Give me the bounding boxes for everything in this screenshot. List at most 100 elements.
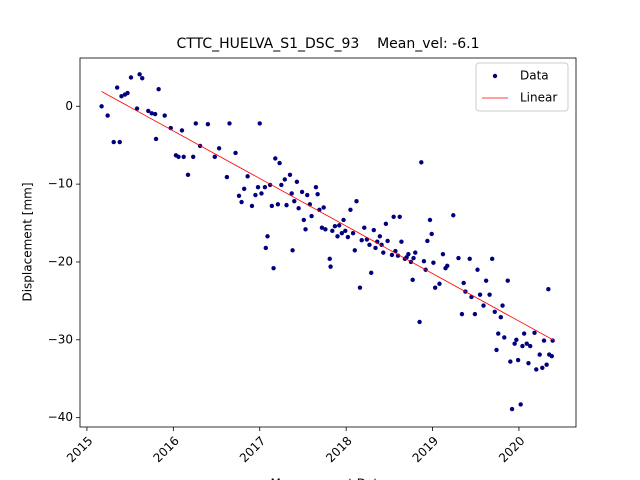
- data-point: [397, 214, 402, 220]
- data-point: [227, 121, 232, 126]
- data-point: [544, 362, 549, 367]
- data-point: [335, 234, 340, 239]
- data-point: [330, 228, 335, 234]
- data-point: [373, 245, 378, 251]
- data-point: [440, 251, 446, 257]
- data-point: [328, 264, 333, 269]
- data-point: [332, 223, 338, 229]
- y-tick-label: −20: [48, 254, 73, 268]
- data-point: [514, 337, 519, 343]
- data-point: [301, 217, 307, 223]
- data-point: [146, 108, 151, 114]
- data-point: [111, 139, 116, 145]
- data-point: [105, 113, 110, 118]
- data-point: [445, 263, 450, 269]
- data-point: [125, 90, 130, 96]
- data-point: [419, 160, 424, 165]
- data-point: [140, 76, 145, 81]
- data-point: [528, 343, 533, 349]
- data-point: [518, 402, 523, 407]
- data-point: [354, 199, 359, 204]
- data-point: [255, 185, 261, 190]
- data-point: [515, 357, 521, 363]
- data-point: [391, 214, 396, 220]
- data-point: [305, 192, 310, 198]
- data-point: [216, 146, 222, 151]
- data-point: [459, 311, 465, 317]
- data-point: [339, 230, 345, 236]
- data-point: [128, 75, 134, 80]
- data-point: [546, 287, 551, 292]
- y-axis-label: Displacement [mm]: [21, 182, 35, 301]
- data-point: [371, 227, 376, 233]
- data-point: [413, 250, 418, 255]
- data-point: [137, 72, 142, 77]
- data-point: [99, 104, 104, 109]
- data-point: [411, 255, 416, 261]
- data-point: [505, 278, 510, 283]
- data-point: [296, 206, 301, 211]
- data-point: [117, 139, 122, 145]
- data-point: [179, 128, 185, 133]
- data-point: [253, 192, 258, 198]
- data-point: [537, 352, 542, 357]
- data-point: [193, 121, 198, 126]
- data-point: [520, 343, 525, 349]
- data-point: [350, 230, 356, 236]
- data-point: [284, 202, 289, 208]
- data-point: [477, 292, 483, 297]
- data-point: [263, 245, 268, 251]
- data-point: [265, 234, 270, 239]
- data-point: [162, 113, 167, 118]
- y-tick-label: 0: [65, 99, 73, 113]
- data-point: [467, 256, 472, 262]
- data-point: [269, 203, 275, 209]
- data-point: [494, 347, 499, 353]
- data-point: [367, 242, 372, 248]
- data-point: [345, 234, 351, 240]
- data-point: [357, 285, 363, 290]
- data-point: [262, 185, 268, 190]
- data-point: [156, 86, 161, 92]
- x-axis-label: Measurement Date: [271, 477, 386, 480]
- data-point: [512, 341, 517, 346]
- data-point: [271, 265, 276, 271]
- data-point: [487, 292, 492, 297]
- data-point: [540, 365, 545, 371]
- data-point: [475, 267, 480, 272]
- data-point: [279, 182, 284, 188]
- y-tick-label: −40: [48, 410, 73, 424]
- data-point: [500, 303, 505, 308]
- data-point: [181, 154, 186, 160]
- legend-box: [475, 62, 569, 112]
- data-point: [323, 227, 328, 232]
- data-point: [399, 239, 404, 244]
- legend-label: Linear: [520, 91, 557, 105]
- data-point: [343, 228, 348, 234]
- data-point: [421, 258, 427, 264]
- data-point: [277, 160, 282, 166]
- axes-frame: [79, 57, 577, 428]
- y-tick-label: −30: [48, 332, 73, 346]
- data-point: [294, 179, 300, 184]
- data-point: [498, 315, 504, 320]
- data-point: [389, 252, 395, 258]
- data-point: [327, 256, 332, 262]
- data-point: [483, 278, 489, 283]
- data-point: [299, 189, 305, 195]
- data-point: [524, 341, 529, 346]
- data-point: [461, 280, 466, 286]
- data-point: [241, 186, 247, 191]
- legend-label: Data: [520, 69, 549, 83]
- data-point: [292, 199, 297, 204]
- data-point: [212, 154, 218, 160]
- data-point: [427, 217, 433, 223]
- data-point: [259, 191, 264, 196]
- data-point: [341, 217, 346, 223]
- data-point: [114, 85, 120, 90]
- data-point: [287, 172, 293, 177]
- data-point: [205, 121, 211, 127]
- data-point: [176, 154, 181, 160]
